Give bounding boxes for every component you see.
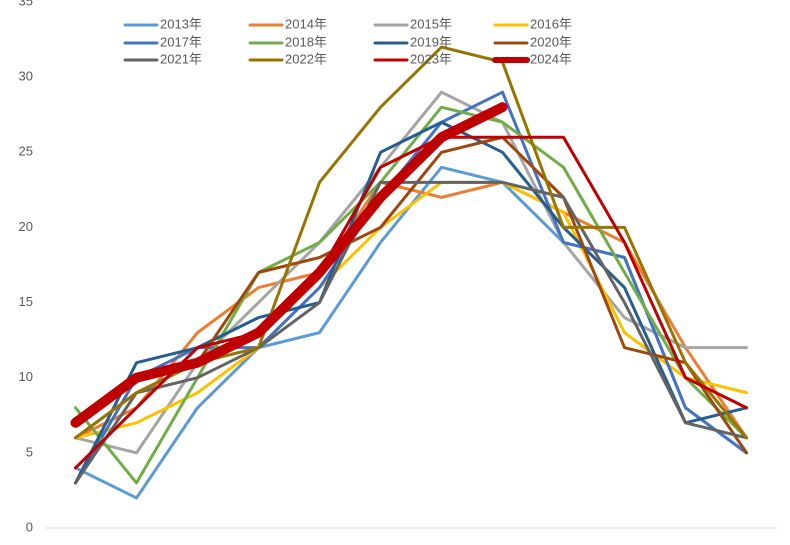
y-tick-label: 10 <box>19 369 33 384</box>
y-tick-label: 0 <box>26 519 33 534</box>
y-tick-label: 30 <box>19 69 33 84</box>
series-line <box>70 102 508 428</box>
y-tick-label: 35 <box>19 0 33 8</box>
legend-label: 2013年 <box>160 16 202 31</box>
y-tick-label: 25 <box>19 144 33 159</box>
legend-label: 2015年 <box>410 16 452 31</box>
y-tick-label: 5 <box>26 444 33 459</box>
legend-label: 2014年 <box>285 16 327 31</box>
series-line <box>74 135 748 470</box>
legend-label: 2021年 <box>160 51 202 66</box>
series-line <box>74 105 748 485</box>
series-line <box>74 120 748 485</box>
legend-label: 2022年 <box>285 51 327 66</box>
series-line <box>74 135 748 455</box>
series-line <box>74 90 748 485</box>
series-line <box>74 180 748 485</box>
legend-label: 2020年 <box>530 34 572 49</box>
legend-label: 2016年 <box>530 16 572 31</box>
legend-label: 2024年 <box>530 51 572 66</box>
legend-label: 2018年 <box>285 34 327 49</box>
legend-label: 2017年 <box>160 34 202 49</box>
legend-label: 2023年 <box>410 51 452 66</box>
legend-label: 2019年 <box>410 34 452 49</box>
y-tick-label: 15 <box>19 294 33 309</box>
y-tick-label: 20 <box>19 219 33 234</box>
series-line <box>74 45 748 440</box>
